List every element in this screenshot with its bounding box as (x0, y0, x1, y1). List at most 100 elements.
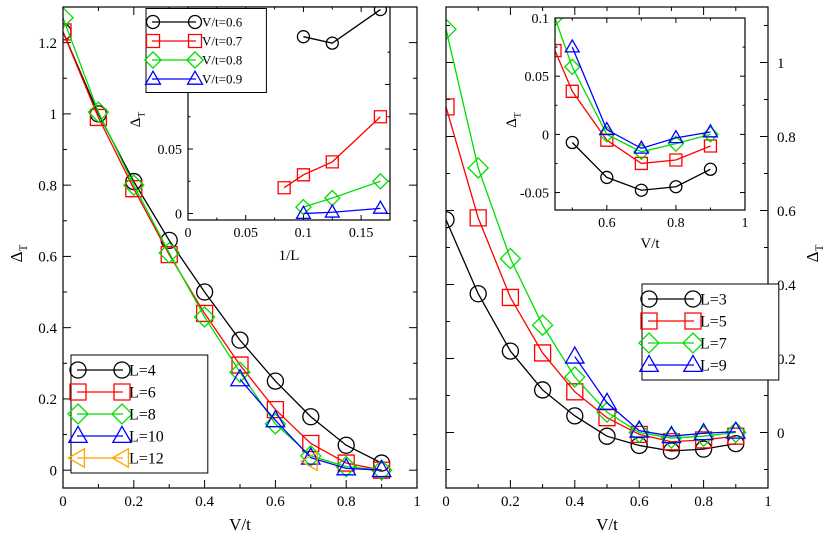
right_main-data-point (596, 391, 618, 410)
left_inset-y-tick-label: 0.05 (158, 143, 183, 158)
left_inset-x-tick-label: 0.15 (349, 226, 374, 241)
left_main-data-point (195, 304, 214, 323)
left_main-y-tick-label: 0.4 (38, 321, 57, 337)
left_main-legend-item: L=8 (67, 403, 156, 425)
right_inset-frame (554, 17, 746, 211)
right_main-frame (445, 6, 769, 489)
left_main-x-tick-label: 1 (413, 494, 421, 510)
left_main-data-point (87, 101, 110, 124)
right_main-data-point (531, 314, 554, 337)
left_inset-legend-item: V/t=0.8 (143, 50, 242, 70)
left_inset-y-axis-label: ΔT (128, 112, 148, 128)
right_main-data-point (725, 420, 747, 439)
right_main-legend: L=3 L=5 L=7 L=9 (638, 283, 780, 381)
right_inset-x-axis-label: V/t (640, 236, 660, 252)
right_main-data-point (564, 345, 586, 364)
left_main-plot-area (63, 7, 393, 482)
left_main-data-point (302, 408, 320, 426)
right_main-legend-marker (684, 290, 702, 308)
left_main-legend-marker (113, 383, 131, 401)
left_main-legend-item: L=6 (69, 383, 156, 402)
left_main-y-tick-label: 0 (50, 463, 58, 479)
right_main-y-tick-label: 0.4 (777, 278, 796, 294)
left_inset-legend-marker (145, 14, 161, 30)
left_main-legend-item: L=4 (69, 361, 156, 380)
right_main-x-axis-label: V/t (596, 515, 618, 534)
left_main-legend-marker (113, 361, 131, 379)
right_main-legend-label: L=3 (700, 292, 727, 309)
left_main-data-point (125, 180, 143, 198)
right_inset-y-axis-symbol: Δ (504, 118, 520, 128)
left_inset-legend-marker (186, 69, 204, 85)
left_inset-legend-item: V/t=0.6 (145, 14, 243, 30)
right_main-x-tick-label: 1 (764, 494, 772, 510)
right_main-legend-marker (640, 290, 658, 308)
right_main-legend-item: L=9 (638, 354, 727, 375)
right_main-data-point (724, 421, 747, 444)
left_inset-x-tick-label: 0.05 (233, 226, 258, 241)
right_inset-x-tick-label: 0.6 (598, 216, 616, 231)
right_inset-data-point (634, 183, 649, 197)
left_main-series-line (239, 378, 382, 471)
left_inset-frame (187, 6, 391, 221)
left_inset-series-V/t=0.6 (296, 7, 388, 50)
left_main-y-axis-symbol: Δ (7, 251, 26, 262)
left_main-series-L=12 (299, 450, 318, 472)
left_main-data-point (335, 455, 358, 478)
right_main-legend-label: L=7 (700, 336, 727, 353)
left_main-data-point (160, 245, 178, 264)
left_inset-legend-label: V/t=0.7 (202, 34, 243, 49)
left_main-data-point (264, 412, 287, 435)
right_main-y-axis-label: ΔT (803, 244, 826, 262)
right_main-data-point (563, 366, 586, 388)
left_main-data-point (299, 450, 318, 472)
right_main-data-point (469, 209, 487, 227)
left_main-legend-label: L=8 (129, 407, 156, 424)
left_inset-x-tick-label: 0 (185, 226, 192, 241)
right_main-data-point (467, 157, 490, 179)
right_inset-data-point (633, 139, 650, 154)
left_main-data-point (371, 459, 392, 478)
left_main-data-point (158, 241, 181, 264)
right_main-data-point (662, 433, 681, 451)
left_inset-data-point (296, 168, 311, 182)
right_inset-data-point (564, 38, 581, 53)
left_main-x-axis-label: V/t (229, 515, 251, 534)
right_main-data-point (727, 427, 745, 445)
left_main-data-point (337, 436, 355, 454)
right_main-data-point (694, 440, 713, 458)
left_main-y-tick-label: 1.2 (38, 36, 57, 52)
left_inset-legend-marker (185, 50, 205, 70)
right_main-y-tick-label: 0.2 (777, 352, 796, 368)
right_main-y-tick-label: 0.6 (777, 204, 796, 220)
left_main-x-tick-label: 0.4 (195, 494, 214, 510)
right_main-series-L=9 (564, 345, 747, 444)
right_main-x-tick-label: 0 (442, 494, 450, 510)
right_inset-data-point (702, 125, 719, 143)
right_inset-y-tick-label: -0.05 (520, 186, 549, 201)
right_main-series-L=5 (446, 98, 745, 451)
right_main-y-tick-label: 0.8 (777, 130, 796, 146)
right_main-x-tick-label: 0.6 (630, 494, 649, 510)
panel-left: 0 0.2 0.4 0.6 0.8 100.20.40.60.811.2V/tΔTL=4L… (7, 6, 421, 534)
right_inset-y-tick-label: 0.05 (525, 70, 550, 85)
left_inset-data-point (296, 30, 311, 44)
left_main-y-tick-label: 1 (50, 107, 58, 123)
right_inset-y-tick-label: 0.1 (532, 12, 550, 27)
right_inset-data-point (669, 180, 683, 194)
right_inset-data-point (703, 162, 718, 176)
left_main-data-point (265, 409, 286, 428)
left_main-x-tick-label: 0.8 (337, 494, 356, 510)
left_inset-plot-area (277, 7, 389, 219)
left_main-y-tick-label: 0.2 (38, 392, 57, 408)
right_inset-x-tick-label: 0.8 (667, 216, 685, 231)
left_inset-data-point (277, 181, 291, 195)
left_inset-x-axis-label: 1/L (279, 248, 300, 264)
right_inset-data-point (667, 135, 685, 153)
right_main-data-point (694, 431, 713, 449)
left_main-data-point (231, 331, 249, 349)
left_main-legend-marker (67, 403, 89, 425)
right_main-legend-label: L=5 (700, 314, 727, 331)
right_inset-y-axis-label: ΔT (504, 112, 524, 128)
